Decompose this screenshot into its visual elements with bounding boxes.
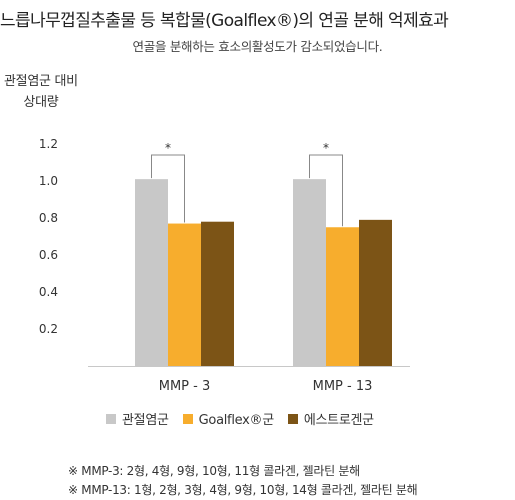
significance-label: * [323,141,329,155]
y-axis-label: 관절염군 대비 상대량 [4,71,78,113]
y-tick-label: 1.0 [39,174,58,188]
y-tick-label: 0.4 [39,285,58,299]
bar-1-2 [168,223,201,366]
page-subtitle: 연골을 분해하는 효소의활성도가 감소되었습니다. [132,39,383,54]
legend-swatch-estrogen [287,413,298,424]
bar-2-3 [359,219,392,366]
bar-1-1 [135,179,168,366]
legend-item-goalflex: Goalflex®군 [182,409,275,428]
bar-chart: 0.2 0.4 0.6 0.8 1.0 1.2 MMP - 3 MMP - 13 * * [39,137,410,394]
legend-swatch-control [106,413,116,424]
legend-label-control: 관절염군 [122,413,169,428]
legend-item-control: 관절염군 [106,409,169,428]
legend: 관절염군 Goalflex®군 에스트로겐군 [106,409,388,428]
y-tick-label: 0.8 [39,211,58,225]
bar-2-2 [326,227,359,366]
footnote-mmp13: ※ MMP-13: 1형, 2형, 3형, 4형, 9형, 10형, 14형 콜… [68,483,418,497]
y-axis-label-line-2: 상대량 [23,95,59,110]
legend-item-estrogen: 에스트로겐군 [287,409,374,428]
significance-bracket [309,154,343,227]
y-tick-label: 0.6 [39,248,58,262]
footnote-mmp3: ※ MMP-3: 2형, 4형, 9형, 10형, 11형 콜라겐, 젤라틴 분… [68,464,360,478]
significance-label: * [165,141,171,155]
x-category-label: MMP - 3 [159,379,211,394]
y-axis-label-line-1: 관절염군 대비 [4,74,78,89]
page-title: 느릅나무껍질추출물 등 복합물(Goalflex®)의 연골 분해 억제효과 [0,11,449,31]
bar-1-3 [201,221,234,366]
legend-label-goalflex: Goalflex®군 [198,413,275,428]
legend-swatch-goalflex [182,413,193,424]
x-category-label: MMP - 13 [313,379,373,394]
y-tick-label: 0.2 [39,322,58,336]
legend-label-estrogen: 에스트로겐군 [303,413,374,428]
bar-2-1 [293,179,326,366]
footnotes: ※ MMP-3: 2형, 4형, 9형, 10형, 11형 콜라겐, 젤라틴 분… [68,462,418,500]
y-tick-label: 1.2 [39,137,58,151]
significance-bracket [151,154,185,223]
